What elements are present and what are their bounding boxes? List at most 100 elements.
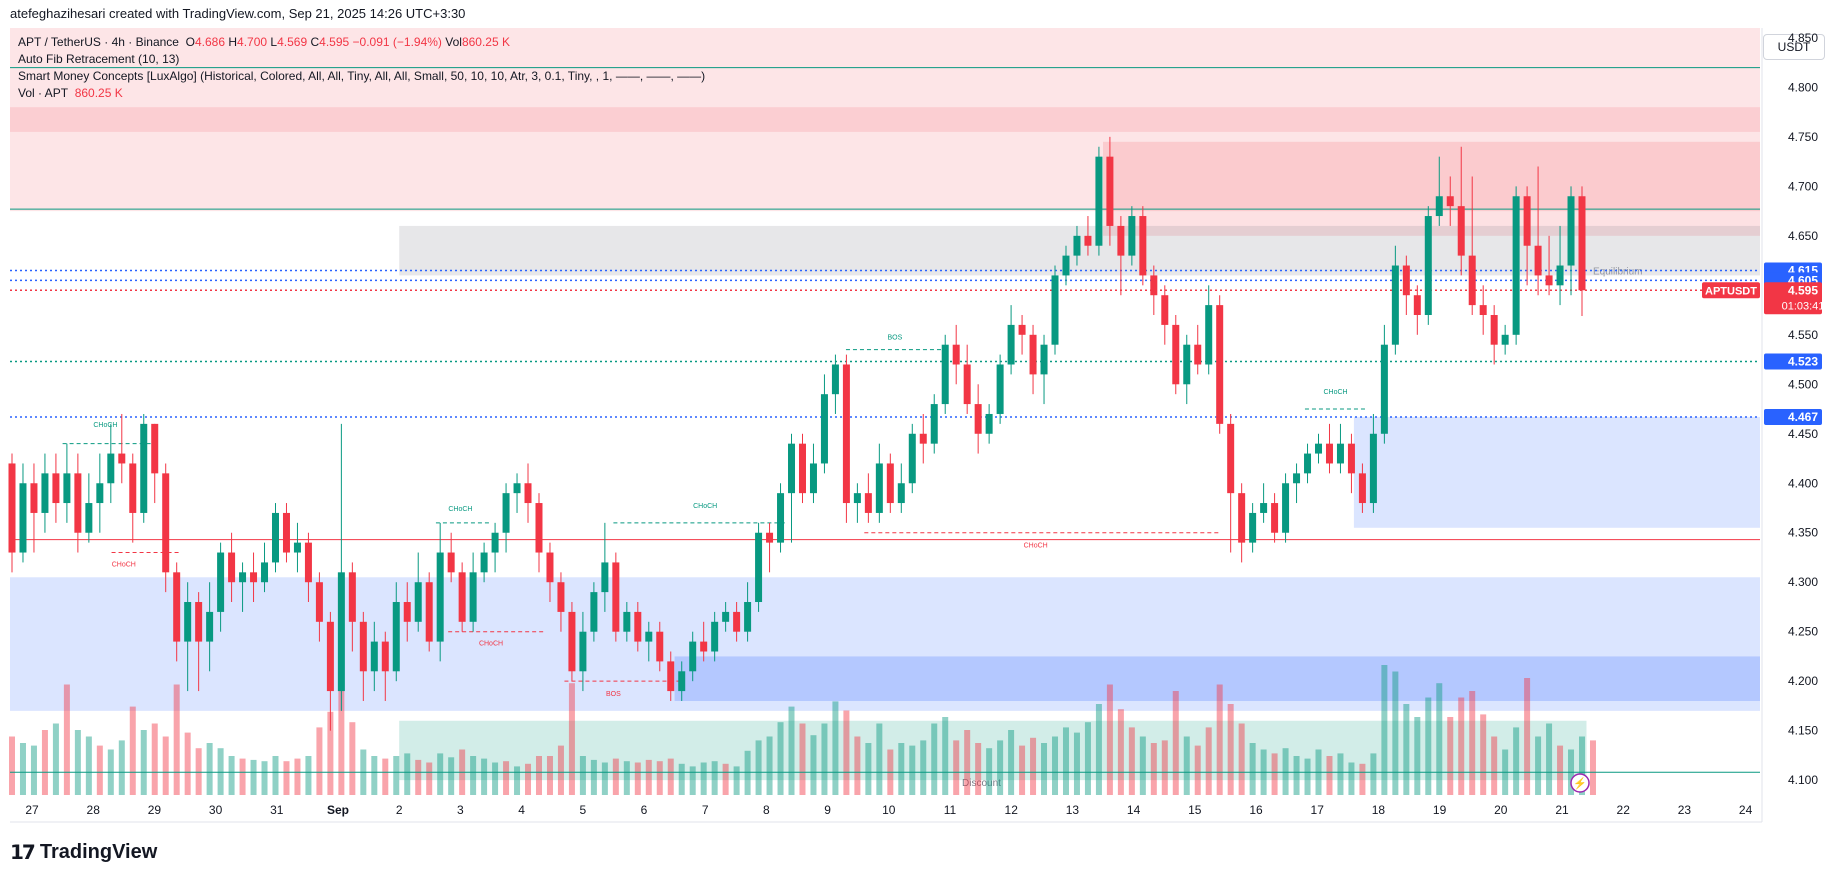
candle-down bbox=[326, 621, 334, 692]
volume-bar bbox=[1041, 743, 1048, 795]
candle-down bbox=[1018, 324, 1026, 335]
volume-bar bbox=[1436, 683, 1443, 795]
volume-bar bbox=[404, 753, 411, 795]
currency-button[interactable]: USDT bbox=[1763, 34, 1825, 60]
legend-indicator-fib[interactable]: Auto Fib Retracement (10, 13) bbox=[18, 52, 180, 66]
last-price-tag bbox=[1764, 282, 1822, 315]
volume-bar bbox=[41, 730, 48, 795]
volume-bar bbox=[766, 736, 773, 795]
volume-bar bbox=[1524, 678, 1531, 795]
price-tick-label: 4.450 bbox=[1788, 427, 1818, 441]
candle-down bbox=[1534, 245, 1542, 276]
lightning-glyph: ⚡ bbox=[1573, 777, 1587, 790]
lightning-icon bbox=[1570, 773, 1590, 793]
time-tick-label: Sep bbox=[327, 803, 349, 817]
candle-up bbox=[579, 631, 587, 672]
candle-up bbox=[1073, 235, 1081, 256]
candle-down bbox=[798, 443, 806, 494]
candle-down bbox=[634, 611, 642, 642]
time-tick-label: 30 bbox=[209, 803, 223, 817]
volume-bar bbox=[492, 762, 499, 795]
candle-up bbox=[1501, 334, 1509, 345]
candle-down bbox=[425, 582, 433, 642]
volume-bar bbox=[832, 701, 839, 795]
volume-bar bbox=[1414, 717, 1421, 795]
time-tick-label: 29 bbox=[148, 803, 162, 817]
candle-up bbox=[491, 532, 499, 553]
candle-up bbox=[1282, 483, 1290, 533]
volume-bar bbox=[327, 711, 334, 795]
zone-demand-block-low bbox=[674, 656, 1760, 701]
volume-bar bbox=[1216, 684, 1223, 795]
structure-label: CHoCH bbox=[693, 503, 717, 510]
volume-bar bbox=[1392, 671, 1399, 795]
volume-bar bbox=[711, 761, 718, 795]
price-tick-label: 4.700 bbox=[1788, 179, 1818, 193]
volume-bar bbox=[1095, 704, 1102, 795]
high-label: H bbox=[228, 35, 238, 49]
volume-bar bbox=[799, 723, 806, 795]
price-tick-label: 4.500 bbox=[1788, 377, 1818, 391]
volume-bar bbox=[1491, 736, 1498, 795]
symbol-label[interactable]: APT / TetherUS · 4h · Binance bbox=[18, 35, 179, 49]
price-tick-label: 4.650 bbox=[1788, 229, 1818, 243]
volume-bar bbox=[997, 740, 1004, 795]
candle-down bbox=[568, 611, 576, 672]
volume-bar bbox=[920, 740, 927, 795]
volume-bar bbox=[898, 743, 905, 795]
structure-label: CHoCH bbox=[1024, 543, 1048, 550]
candle-down bbox=[766, 532, 774, 543]
volume-bar bbox=[283, 761, 290, 795]
candle-up bbox=[1095, 156, 1103, 246]
tradingview-brand: TradingView bbox=[39, 841, 158, 863]
volume-bar bbox=[854, 736, 861, 795]
candle-up bbox=[293, 542, 301, 553]
chart-legend: APT / TetherUS · 4h · Binance O4.686 H4.… bbox=[18, 34, 705, 102]
volume-bar bbox=[821, 723, 828, 795]
time-tick-label: 17 bbox=[1311, 803, 1325, 817]
candle-down bbox=[250, 572, 258, 583]
candle-down bbox=[381, 641, 389, 672]
time-tick-label: 13 bbox=[1066, 803, 1080, 817]
candle-down bbox=[1468, 255, 1476, 306]
candle-up bbox=[63, 473, 71, 504]
volume-bar bbox=[1381, 665, 1388, 795]
candle-down bbox=[1106, 156, 1114, 226]
candle-up bbox=[1293, 473, 1301, 484]
candle-up bbox=[1007, 324, 1015, 365]
tradingview-logo[interactable]: 𝟭𝟳 TradingView bbox=[10, 840, 157, 865]
volume-bar bbox=[514, 766, 521, 795]
price-tick-label: 4.200 bbox=[1788, 674, 1818, 688]
volume-bar bbox=[975, 743, 982, 795]
candle-down bbox=[1545, 275, 1553, 286]
volume-bar bbox=[437, 753, 444, 795]
volume-bar bbox=[503, 761, 510, 795]
legend-symbol-row[interactable]: APT / TetherUS · 4h · Binance O4.686 H4.… bbox=[18, 34, 705, 51]
time-tick-label: 6 bbox=[641, 803, 648, 817]
candle-up bbox=[1249, 512, 1257, 543]
volume-bar bbox=[382, 758, 389, 795]
zone-discount-green-zone bbox=[399, 720, 1587, 781]
candle-up bbox=[996, 364, 1004, 414]
volume-bar bbox=[909, 745, 916, 795]
volume-bar bbox=[1337, 753, 1344, 795]
volume-bar bbox=[1183, 736, 1190, 795]
candle-up bbox=[502, 493, 510, 533]
volume-bar bbox=[250, 759, 257, 795]
structure-label: CHoCH bbox=[448, 506, 472, 513]
time-tick-label: 10 bbox=[882, 803, 896, 817]
volume-bar bbox=[843, 710, 850, 795]
volume-bar bbox=[1117, 709, 1124, 795]
time-tick-label: 24 bbox=[1739, 803, 1753, 817]
legend-indicator-vol[interactable]: Vol · APT 860.25 K bbox=[18, 85, 705, 102]
open-value: 4.686 bbox=[194, 35, 226, 49]
legend-indicator-smc[interactable]: Smart Money Concepts [LuxAlgo] (Historic… bbox=[18, 69, 706, 83]
volume-bar bbox=[1370, 753, 1377, 795]
candle-up bbox=[1315, 443, 1323, 454]
structure-label: CHoCH bbox=[479, 641, 503, 648]
close-label: C bbox=[310, 35, 320, 49]
volume-bar bbox=[689, 766, 696, 795]
candle-down bbox=[8, 463, 16, 553]
volume-bar bbox=[1293, 756, 1300, 795]
